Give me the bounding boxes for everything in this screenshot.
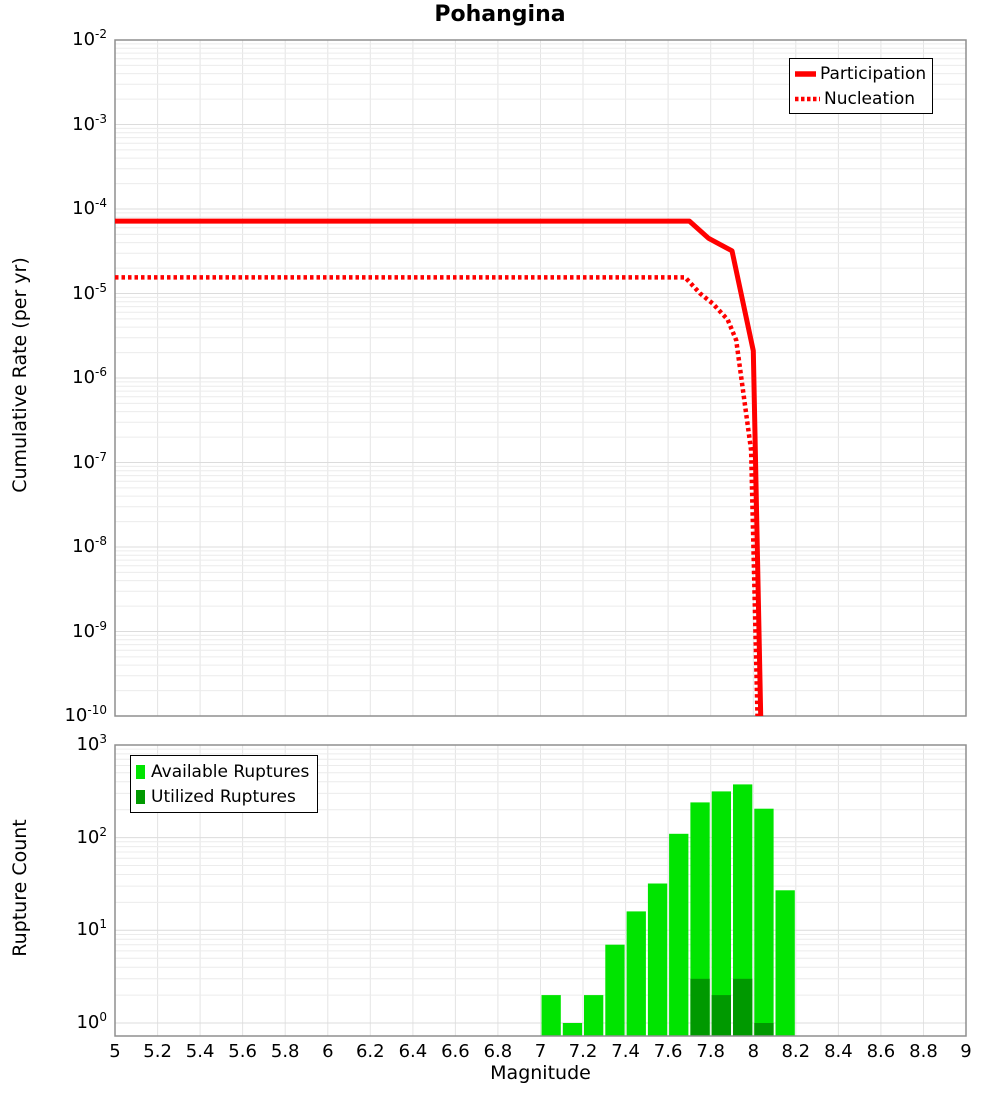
available-ruptures-bar [690, 802, 710, 1036]
x-tick-label: 6.8 [483, 1041, 513, 1062]
count-plot-frame [114, 744, 967, 1037]
available-ruptures-bar [754, 808, 774, 1036]
legend-entry-utilized: Utilized Ruptures [136, 784, 309, 809]
rate-legend: Participation Nucleation [789, 58, 934, 114]
x-tick-label: 5 [109, 1041, 121, 1062]
x-tick-label: 9 [960, 1041, 972, 1062]
legend-entry-nucleation: Nucleation [794, 86, 926, 111]
x-tick-label: 7.2 [568, 1041, 598, 1062]
available-ruptures-bar [626, 911, 646, 1036]
available-ruptures-bar [647, 883, 668, 1036]
y-tick-label: 102 [76, 824, 107, 848]
available-ruptures-bar [711, 791, 731, 1036]
count-legend: Available Ruptures Utilized Ruptures [130, 755, 319, 813]
y-tick-label: 10-9 [72, 618, 107, 642]
available-ruptures-bar [584, 995, 604, 1036]
x-tick-label: 8 [747, 1041, 760, 1062]
utilized-ruptures-swatch [136, 789, 145, 804]
available-ruptures-bar [562, 1023, 583, 1036]
legend-entry-available: Available Ruptures [136, 759, 309, 784]
y-tick-label: 10-3 [72, 111, 107, 135]
x-tick-label: 7.4 [611, 1041, 640, 1062]
utilized-ruptures-bar [711, 995, 731, 1036]
utilized-ruptures-bar [754, 1023, 774, 1036]
x-tick-label: 6 [322, 1041, 334, 1062]
y-tick-label: 103 [76, 731, 107, 755]
nucleation-curve [115, 275, 760, 717]
x-tick-label: 6.4 [398, 1041, 428, 1062]
x-tick-label: 5.2 [143, 1041, 172, 1062]
x-tick-label: 8.8 [909, 1041, 938, 1062]
y-tick-label: 10-5 [72, 280, 107, 304]
x-tick-label: 8.6 [866, 1041, 896, 1062]
utilized-ruptures-bar [690, 978, 710, 1036]
participation-curve [115, 218, 764, 717]
y-tick-label: 10-6 [72, 365, 107, 388]
legend-entry-participation: Participation [794, 61, 926, 86]
available-ruptures-bar [541, 995, 561, 1036]
available-ruptures-bar [775, 890, 795, 1036]
chart-title: Pohangina [434, 2, 566, 27]
x-tick-label: 5.8 [270, 1041, 300, 1062]
legend-label-available: Available Ruptures [151, 761, 310, 782]
x-tick-label: 7 [534, 1041, 547, 1062]
y-tick-label: 10-2 [72, 27, 107, 50]
y-tick-label: 10-7 [72, 449, 107, 473]
available-ruptures-bar [733, 784, 753, 1036]
participation-line-swatch [795, 70, 816, 77]
x-tick-label: 7.6 [653, 1041, 683, 1062]
x-tick-label: 6.6 [441, 1041, 470, 1062]
legend-label-participation: Participation [820, 63, 927, 84]
y-tick-label: 100 [76, 1010, 107, 1033]
legend-label-utilized: Utilized Ruptures [151, 786, 296, 807]
y-tick-label: 10-10 [64, 703, 107, 726]
rate-plot-frame [114, 39, 967, 717]
x-tick-label: 5.4 [185, 1041, 215, 1062]
x-axis-label: Magnitude [490, 1062, 591, 1084]
x-tick-label: 5.6 [228, 1041, 257, 1062]
x-tick-label: 6.2 [355, 1041, 385, 1062]
y-tick-label: 10-4 [72, 196, 107, 219]
x-tick-label: 7.8 [696, 1041, 726, 1062]
available-ruptures-bar [669, 833, 689, 1036]
legend-label-nucleation: Nucleation [824, 88, 916, 109]
utilized-ruptures-bar [733, 978, 753, 1036]
y-axis-label-count: Rupture Count [9, 819, 31, 957]
nucleation-line-swatch [795, 96, 820, 101]
x-tick-label: 8.2 [781, 1041, 811, 1062]
y-tick-label: 101 [76, 917, 107, 941]
available-ruptures-bar [605, 944, 625, 1036]
x-tick-label: 8.4 [824, 1041, 853, 1062]
available-ruptures-swatch [136, 764, 145, 779]
y-tick-label: 10-8 [72, 534, 107, 557]
